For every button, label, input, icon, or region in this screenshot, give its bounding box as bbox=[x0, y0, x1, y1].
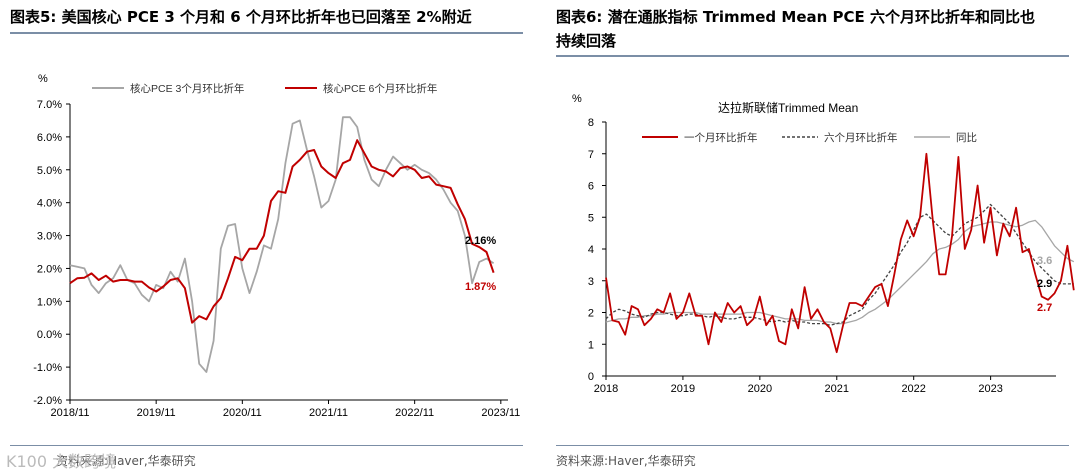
left-x-tick-label: 2023/11 bbox=[481, 407, 520, 419]
right-series-line-1 bbox=[605, 152, 1075, 354]
left-series-line-2 bbox=[69, 139, 495, 324]
right-y-tick-label: 3 bbox=[588, 276, 594, 288]
left-y-tick-label: 4.0% bbox=[37, 198, 62, 210]
right-legend-label-1: 一个月环比折年 bbox=[684, 131, 758, 144]
left-legend-label-1: 核心PCE 3个月环比折年 bbox=[130, 82, 244, 95]
left-x-tick-label: 2018/11 bbox=[51, 407, 90, 419]
right-chart-title-line2: 持续回落 bbox=[556, 32, 617, 50]
right-y-tick-label: 5 bbox=[588, 212, 594, 224]
right-title-rule bbox=[556, 55, 1069, 57]
right-y-tick-label: 1 bbox=[588, 339, 594, 351]
left-y-tick-label: 2.0% bbox=[37, 263, 62, 275]
right-y-tick-label: 8 bbox=[588, 117, 594, 129]
left-x-tick-label: 2021/11 bbox=[309, 407, 348, 419]
left-series-line-1 bbox=[69, 116, 495, 373]
left-chart-title: 图表5: 美国核心 PCE 3 个月和 6 个月环比折年也已回落至 2%附近 bbox=[10, 8, 472, 26]
right-chart-inner-title: 达拉斯联储Trimmed Mean bbox=[718, 100, 858, 115]
right-series-line-2 bbox=[605, 203, 1074, 326]
right-x-tick-label: 2020 bbox=[748, 383, 772, 395]
left-source: 资料来源:Haver,华泰研究 bbox=[56, 454, 196, 468]
right-y-tick-label: 4 bbox=[588, 244, 594, 256]
left-legend-label-2: 核心PCE 6个月环比折年 bbox=[323, 82, 437, 95]
left-source-rule bbox=[10, 445, 523, 446]
right-x-tick-label: 2021 bbox=[825, 383, 849, 395]
right-x-tick-label: 2019 bbox=[671, 383, 695, 395]
right-y-tick-label: 2 bbox=[588, 308, 594, 320]
right-x-tick-label: 2018 bbox=[594, 383, 618, 395]
left-annotation-3m: 2.16% bbox=[465, 235, 496, 247]
right-legend-label-2: 六个月环比折年 bbox=[824, 131, 898, 144]
right-series-line-3 bbox=[605, 219, 1075, 325]
right-x-tick-label: 2023 bbox=[978, 383, 1002, 395]
left-y-tick-label: 5.0% bbox=[37, 165, 62, 177]
left-y-tick-label: -2.0% bbox=[33, 395, 62, 407]
right-y-tick-label: 7 bbox=[588, 149, 594, 161]
right-legend-label-3: 同比 bbox=[956, 131, 977, 144]
right-annotation-yoy: 3.6 bbox=[1037, 255, 1052, 267]
left-y-tick-label: 6.0% bbox=[37, 132, 62, 144]
right-source: 资料来源:Haver,华泰研究 bbox=[556, 454, 696, 468]
left-y-tick-label: 7.0% bbox=[37, 99, 62, 111]
left-annotation-6m: 1.87% bbox=[465, 281, 496, 293]
left-y-unit: % bbox=[38, 73, 48, 85]
right-annotation-1m: 2.7 bbox=[1037, 302, 1052, 314]
left-y-tick-label: 0.0% bbox=[37, 329, 62, 341]
right-source-rule bbox=[556, 445, 1069, 446]
right-y-tick-label: 6 bbox=[588, 181, 594, 193]
left-x-tick-label: 2022/11 bbox=[395, 407, 434, 419]
left-y-tick-label: -1.0% bbox=[33, 362, 62, 374]
watermark: K100 大数跨境 bbox=[6, 452, 117, 471]
right-x-tick-label: 2022 bbox=[901, 383, 925, 395]
left-title-rule bbox=[10, 32, 523, 34]
left-y-tick-label: 3.0% bbox=[37, 231, 62, 243]
left-y-tick-label: 1.0% bbox=[37, 296, 62, 308]
left-x-tick-label: 2019/11 bbox=[137, 407, 176, 419]
right-y-unit: % bbox=[572, 93, 582, 105]
right-y-tick-label: 0 bbox=[588, 371, 594, 383]
left-x-tick-label: 2020/11 bbox=[223, 407, 262, 419]
right-chart-title-line1: 图表6: 潜在通胀指标 Trimmed Mean PCE 六个月环比折年和同比也 bbox=[556, 8, 1035, 26]
left-chart: % 7.0% 6.0% 5.0% 4.0% 3.0% 2.0% 1.0% 0.0% -1.0% -2… bbox=[33, 73, 520, 419]
right-annotation-6m: 2.9 bbox=[1037, 278, 1052, 290]
